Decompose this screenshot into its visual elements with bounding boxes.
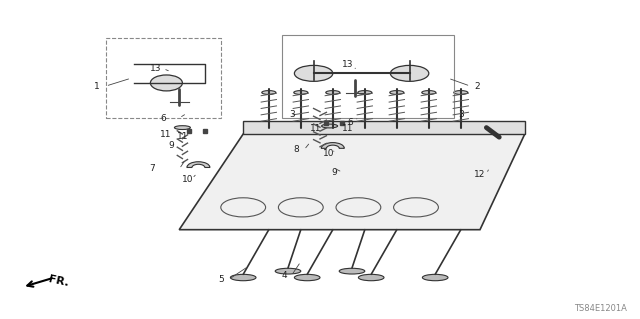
Ellipse shape [275, 268, 301, 274]
Text: 11: 11 [342, 124, 353, 133]
Text: 3: 3 [289, 110, 294, 119]
Ellipse shape [358, 274, 384, 281]
Text: 13: 13 [342, 60, 353, 69]
Ellipse shape [294, 65, 333, 81]
Text: FR.: FR. [48, 274, 70, 288]
Ellipse shape [230, 274, 256, 281]
Ellipse shape [358, 91, 372, 94]
Text: 13: 13 [150, 64, 161, 73]
Text: 3: 3 [458, 110, 463, 119]
Ellipse shape [339, 268, 365, 274]
Circle shape [150, 75, 182, 91]
Text: 6: 6 [348, 118, 353, 127]
Text: 4: 4 [282, 271, 287, 280]
Text: 11: 11 [160, 130, 172, 139]
Ellipse shape [454, 91, 468, 94]
Ellipse shape [174, 126, 191, 130]
Ellipse shape [390, 65, 429, 81]
Text: 11: 11 [177, 132, 189, 141]
Ellipse shape [262, 91, 276, 94]
Ellipse shape [390, 91, 404, 94]
Text: 2: 2 [474, 82, 479, 91]
Text: 9: 9 [169, 141, 174, 150]
Text: 9: 9 [332, 168, 337, 177]
Ellipse shape [294, 91, 308, 94]
Text: 7: 7 [150, 164, 155, 173]
Text: 11: 11 [310, 124, 321, 133]
Ellipse shape [422, 91, 436, 94]
Wedge shape [187, 162, 210, 167]
Ellipse shape [294, 274, 320, 281]
Polygon shape [243, 121, 525, 134]
Text: 1: 1 [95, 82, 100, 91]
Text: 10: 10 [182, 175, 193, 184]
Text: 5: 5 [218, 275, 223, 284]
Text: 8: 8 [294, 145, 299, 154]
Text: TS84E1201A: TS84E1201A [574, 304, 627, 313]
Text: 6: 6 [161, 114, 166, 122]
Bar [282, 35, 454, 118]
Polygon shape [179, 134, 525, 230]
Ellipse shape [326, 91, 340, 94]
Wedge shape [321, 143, 344, 148]
Text: 12: 12 [474, 170, 486, 179]
Bar [106, 38, 221, 118]
Ellipse shape [322, 124, 338, 128]
Ellipse shape [422, 274, 448, 281]
Text: 10: 10 [323, 149, 335, 158]
